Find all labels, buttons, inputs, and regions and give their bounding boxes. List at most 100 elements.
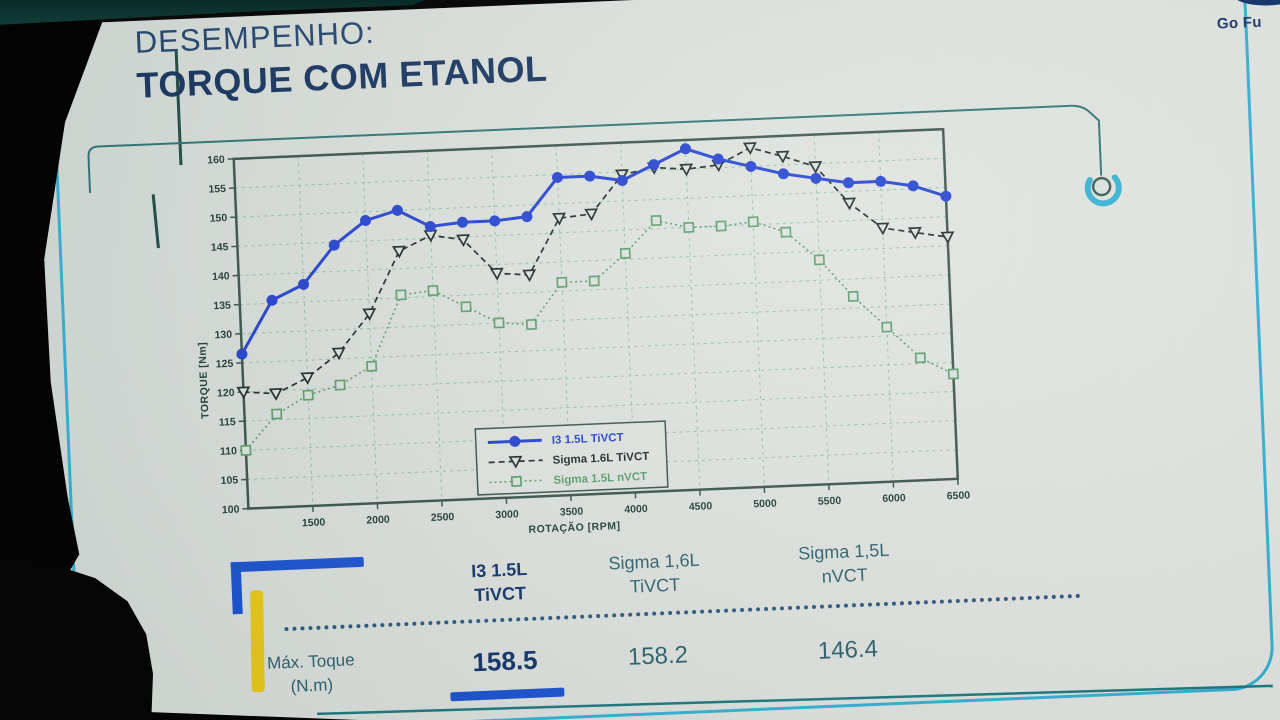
- x-tick-label: 3500: [560, 506, 584, 519]
- y-tick-label: 100: [222, 503, 240, 516]
- gridline: [813, 134, 830, 485]
- data-point: [240, 444, 252, 456]
- data-point: [456, 216, 468, 228]
- slide-title-block: DESEMPENHO: TORQUE COM ETANOL: [134, 8, 548, 107]
- data-point: [842, 177, 854, 189]
- legend-sample-line: [488, 459, 543, 464]
- data-point: [712, 153, 724, 165]
- data-point: [588, 275, 600, 287]
- brand-slogan: Go Fu: [1216, 13, 1263, 33]
- data-point: [683, 221, 695, 233]
- data-point: [679, 163, 694, 177]
- row-label-text: Máx. Toque: [266, 650, 355, 673]
- data-point: [881, 321, 893, 333]
- cyan-arc-ornament: [1084, 174, 1122, 207]
- data-point: [715, 220, 727, 232]
- data-point: [813, 254, 825, 266]
- data-point: [508, 455, 523, 469]
- data-point: [680, 143, 692, 155]
- series-line-0: [240, 147, 947, 355]
- gridline: [749, 137, 765, 487]
- data-point: [302, 389, 314, 401]
- data-point: [775, 150, 790, 164]
- y-tick-label: 120: [217, 387, 235, 400]
- y-tick-label: 130: [214, 329, 232, 342]
- data-point: [391, 204, 403, 216]
- y-tick-label: 155: [208, 183, 226, 196]
- data-point: [360, 215, 372, 227]
- bottom-edge-line: [317, 684, 1273, 716]
- table-header-text: TiVCT: [629, 574, 681, 597]
- data-point: [616, 175, 628, 187]
- data-point: [300, 372, 315, 385]
- data-point: [423, 229, 438, 243]
- x-tick-label: 2000: [366, 514, 390, 527]
- table-header-text: I3 1.5L: [470, 558, 528, 582]
- data-point: [298, 278, 310, 290]
- x-tick-label: 5500: [818, 495, 842, 508]
- gridline: [878, 131, 894, 482]
- table-header-text: Sigma 1,5L: [797, 539, 890, 564]
- chart-canvas: 100 105 110 115 120 125 130 135 140 145 150 155 160 1…: [196, 127, 971, 536]
- y-tick-label: 105: [220, 474, 238, 487]
- x-tick-label: 6000: [882, 492, 906, 505]
- data-point: [334, 379, 346, 391]
- data-point: [648, 159, 660, 171]
- data-point: [236, 386, 251, 400]
- connector-line: [87, 104, 1103, 193]
- data-point: [362, 308, 377, 321]
- y-tick-label: 135: [213, 299, 231, 312]
- gridline: [238, 245, 949, 276]
- blue-bracket-decoration-vertical: [230, 561, 243, 615]
- data-point: [489, 215, 501, 227]
- left-dash-decoration-2: [151, 194, 160, 249]
- data-point: [391, 245, 406, 259]
- data-point: [584, 208, 599, 222]
- x-axis-title: ROTAÇÃO [RPM]: [528, 519, 621, 536]
- data-point: [266, 294, 278, 306]
- gridline: [244, 390, 955, 422]
- data-point: [780, 226, 792, 238]
- gridline: [362, 153, 378, 504]
- gridline: [684, 139, 701, 490]
- series-line-2: [245, 219, 954, 451]
- x-tick-label: 4500: [689, 500, 713, 513]
- data-point: [489, 267, 504, 281]
- data-point: [842, 197, 857, 211]
- gridline: [242, 332, 952, 364]
- data-point: [619, 247, 631, 259]
- data-point: [914, 352, 926, 364]
- left-dash-decoration-1: [174, 51, 183, 166]
- table-header-text: TiVCT: [473, 583, 527, 606]
- x-tick-label: 4000: [624, 503, 648, 516]
- data-point: [907, 180, 919, 192]
- table-header-text: nVCT: [821, 565, 869, 587]
- data-point: [331, 347, 346, 361]
- gridline: [426, 150, 443, 501]
- y-tick-label: 115: [219, 416, 237, 429]
- gridline: [241, 303, 951, 335]
- data-point: [556, 276, 568, 288]
- data-point: [525, 318, 537, 331]
- legend-label: I3 1.5L TiVCT: [552, 432, 624, 447]
- table-row-label: Máx. Toque (N.m): [232, 647, 390, 701]
- data-point: [271, 408, 283, 420]
- y-tick-label: 140: [212, 270, 230, 283]
- gridline: [555, 145, 572, 496]
- data-point: [742, 142, 757, 156]
- table-header-sigma-15: Sigma 1,5L nVCT: [763, 536, 925, 591]
- data-point: [745, 160, 757, 172]
- y-tick-label: 160: [207, 154, 225, 167]
- data-point: [427, 285, 439, 297]
- data-point: [875, 175, 887, 187]
- legend-label: Sigma 1.5L nVCT: [553, 471, 647, 487]
- data-point: [940, 231, 955, 245]
- legend-label: Sigma 1.6L TiVCT: [552, 451, 649, 467]
- x-tick-label: 6500: [947, 489, 971, 502]
- max-torque-i3: 158.5: [471, 644, 539, 678]
- data-point: [875, 222, 890, 236]
- ring-ornament: [1091, 176, 1112, 197]
- data-point: [328, 239, 340, 251]
